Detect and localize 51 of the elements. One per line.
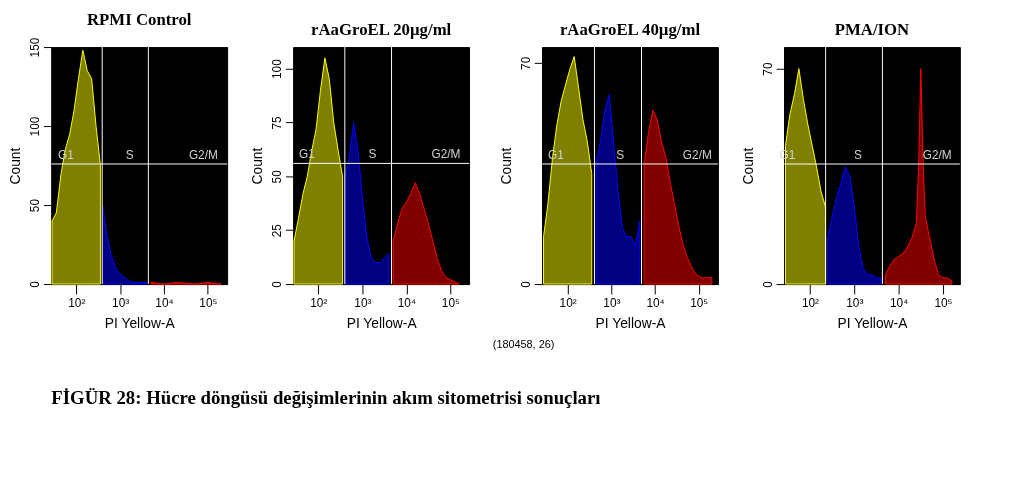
x-axis-title: PI Yellow-A [104,315,176,331]
chart-title: rAaGroEL 20µg/ml [311,19,452,39]
annotation: S [616,148,625,163]
x-axis-title: PI Yellow-A [346,315,418,331]
y-tick-label: 0 [760,280,775,288]
x-tick-label: 10⁵ [199,296,218,311]
x-tick-label: 10⁵ [690,296,709,311]
y-tick-label: 70 [518,56,533,70]
x-tick-label: 10² [559,296,577,311]
annotation: S [125,148,134,163]
annotation: G2/M [682,148,712,163]
text: FİGÜR 28: Hücre döngüsü değişimlerinin akım sitometrisi sonuçları [51,386,601,408]
annotation: G2/M [188,148,218,163]
x-tick-label: 10⁵ [934,296,953,311]
y-axis-title: Count [249,147,266,185]
x-tick-label: 10⁴ [155,296,174,311]
x-tick-label: 10² [310,296,328,311]
chart-title: rAaGroEL 40µg/ml [559,19,701,39]
chart-title: RPMI Control [87,10,192,30]
y-tick-label: 50 [28,198,43,213]
x-axis-title: PI Yellow-A [837,315,909,331]
y-tick-label: 0 [518,280,533,288]
y-tick-label: 0 [269,280,284,288]
x-tick-label: 10⁴ [397,296,417,311]
x-tick-label: 10³ [354,296,372,311]
y-tick-label: 100 [269,58,284,79]
chart-title: PMA/ION [834,19,910,39]
x-tick-label: 10³ [603,296,621,311]
y-axis-title: Count [7,147,24,185]
x-tick-label: 10² [801,296,820,311]
y-tick-label: 150 [28,37,43,58]
x-tick-label: 10² [68,296,86,311]
x-axis-title: PI Yellow-A [595,315,667,331]
x-tick-label: 10³ [846,296,864,311]
y-tick-label: 70 [760,62,775,76]
y-tick-label: 0 [28,280,43,288]
y-tick-label: 25 [269,223,284,238]
x-tick-label: 10³ [112,296,130,311]
x-tick-label: 10⁵ [441,296,461,311]
x-tick-label: 10⁴ [646,296,665,311]
x-tick-label: 10⁴ [890,296,909,311]
y-axis-title: Count [739,147,756,185]
y-tick-label: 50 [269,169,284,184]
annotation: S [368,147,377,162]
annotation: G2/M [431,147,461,162]
annotation: S [853,148,862,163]
annotation: G2/M [922,148,952,163]
y-axis-title: Count [498,147,515,185]
text: (180458, 26) [492,338,555,351]
y-tick-label: 75 [269,115,284,130]
y-tick-label: 100 [28,116,43,137]
